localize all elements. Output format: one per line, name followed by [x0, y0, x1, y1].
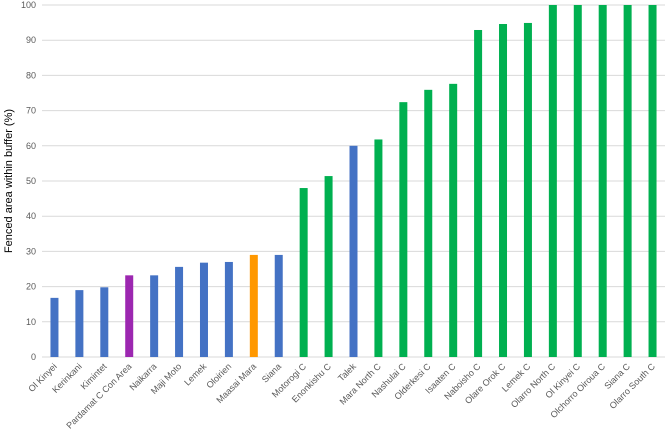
- bar: [75, 290, 84, 357]
- bar: [150, 275, 159, 357]
- bar: [598, 5, 607, 357]
- bar: [374, 139, 383, 357]
- bar: [523, 22, 532, 358]
- y-tick-label: 30: [26, 246, 36, 256]
- bar: [424, 89, 433, 357]
- bar: [224, 261, 233, 357]
- bars: [50, 5, 657, 358]
- x-tick-label: Talek: [336, 361, 358, 383]
- y-tick-label: 90: [26, 35, 36, 45]
- y-tick-label: 0: [31, 352, 36, 362]
- x-tick-label: Siana: [260, 361, 283, 384]
- bar: [324, 176, 333, 357]
- bar: [623, 5, 632, 357]
- bar: [399, 102, 408, 357]
- bar: [199, 262, 208, 357]
- bar: [349, 145, 358, 357]
- bar: [499, 24, 508, 358]
- x-tick-label: Olarro South C: [607, 361, 657, 411]
- y-tick-label: 40: [26, 211, 36, 221]
- y-axis-ticks: 0 10 20 30 40 50 60 70 80 90 100: [21, 0, 36, 362]
- bar: [548, 5, 557, 357]
- y-tick-label: 100: [21, 0, 36, 10]
- y-tick-label: 60: [26, 141, 36, 151]
- y-tick-label: 50: [26, 176, 36, 186]
- bar: [50, 297, 59, 357]
- bar: [573, 5, 582, 357]
- bar: [449, 83, 458, 358]
- bar: [648, 5, 657, 357]
- bar: [175, 266, 184, 357]
- y-tick-label: 20: [26, 282, 36, 292]
- bar: [274, 254, 283, 357]
- bar: [125, 275, 134, 357]
- y-tick-label: 10: [26, 317, 36, 327]
- bar: [474, 29, 483, 357]
- y-axis-title: Fenced area within buffer (%): [3, 109, 15, 253]
- y-tick-label: 70: [26, 106, 36, 116]
- bar: [100, 287, 109, 357]
- bar: [249, 254, 258, 357]
- y-tick-label: 80: [26, 70, 36, 80]
- bar: [299, 188, 308, 357]
